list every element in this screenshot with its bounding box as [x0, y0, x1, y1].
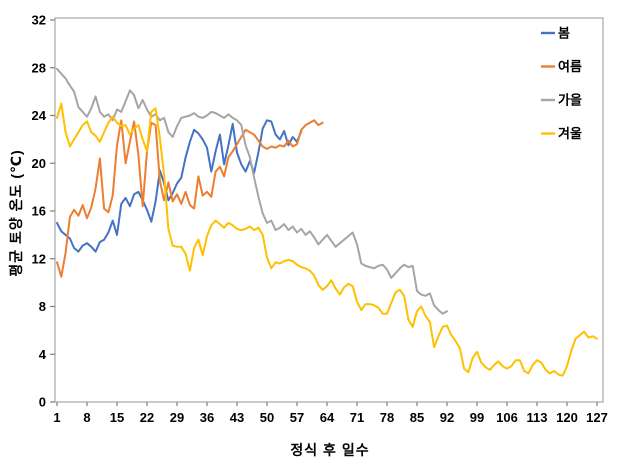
y-tick-label: 12: [32, 251, 46, 266]
x-tick-label: 15: [110, 410, 124, 425]
y-tick-label: 8: [39, 299, 46, 314]
x-tick-label: 57: [290, 410, 304, 425]
x-tick-label: 22: [140, 410, 154, 425]
x-tick-label: 106: [496, 410, 518, 425]
x-tick-label: 50: [260, 410, 274, 425]
y-tick-label: 16: [32, 204, 46, 219]
x-tick-label: 78: [380, 410, 394, 425]
x-tick-label: 113: [527, 410, 548, 425]
series-line-여름: [56, 119, 324, 278]
y-tick-label: 4: [39, 347, 47, 362]
x-tick-label: 36: [200, 410, 214, 425]
legend-label-여름: 여름: [558, 59, 582, 74]
x-tick-label: 71: [350, 410, 364, 425]
series-line-겨울: [56, 102, 598, 377]
y-axis-title: 평균 토양 온도 (℃): [8, 149, 24, 277]
legend-label-겨울: 겨울: [558, 126, 582, 141]
plot-border: [54, 17, 604, 403]
series-line-가을: [56, 67, 448, 315]
legend-label-봄: 봄: [558, 26, 570, 41]
x-tick-label: 29: [170, 410, 184, 425]
x-tick-label: 99: [470, 410, 484, 425]
x-tick-label: 1: [53, 410, 60, 425]
x-axis-title: 정식 후 일수: [290, 442, 370, 458]
x-tick-label: 64: [320, 410, 335, 425]
y-tick-label: 24: [32, 108, 47, 123]
x-tick-label: 120: [556, 410, 578, 425]
x-tick-label: 8: [83, 410, 90, 425]
x-tick-label: 85: [410, 410, 424, 425]
y-tick-label: 20: [32, 156, 46, 171]
x-tick-label: 43: [230, 410, 244, 425]
x-tick-label: 92: [440, 410, 454, 425]
legend-label-가을: 가을: [558, 93, 582, 108]
y-tick-label: 28: [32, 60, 46, 75]
y-tick-label: 0: [39, 395, 46, 410]
series-line-봄: [56, 119, 303, 253]
x-tick-label: 127: [586, 410, 608, 425]
y-tick-label: 32: [32, 13, 46, 28]
